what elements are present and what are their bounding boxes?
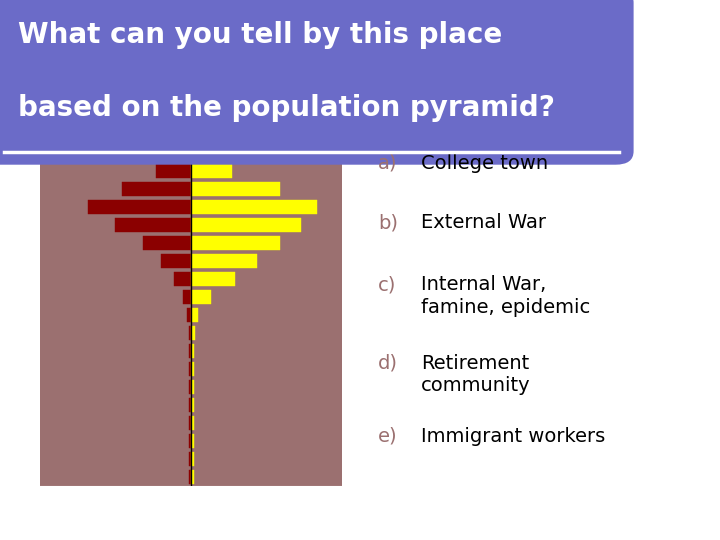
Bar [191, 380, 194, 394]
Bar [191, 254, 257, 268]
Text: b): b) [378, 213, 398, 232]
Text: based on the population pyramid?: based on the population pyramid? [18, 94, 555, 122]
Bar [88, 200, 191, 214]
Text: d): d) [378, 354, 398, 373]
Bar [191, 308, 198, 322]
Bar [191, 200, 318, 214]
Bar [189, 362, 191, 376]
Bar [189, 326, 191, 340]
Bar [174, 272, 191, 286]
Bar [191, 343, 194, 359]
Bar [189, 380, 191, 394]
Bar [189, 416, 191, 430]
Text: Special Case -: Special Case - [49, 134, 126, 144]
Bar [191, 326, 195, 340]
Text: Immigrant workers: Immigrant workers [421, 427, 606, 446]
Bar [189, 470, 191, 484]
Text: a): a) [378, 154, 397, 173]
Bar [191, 416, 194, 430]
Text: External War: External War [421, 213, 546, 232]
Bar [191, 289, 212, 305]
Text: c): c) [378, 275, 397, 294]
Bar [191, 397, 194, 413]
Bar [187, 308, 191, 322]
Bar [189, 397, 191, 413]
Bar [191, 218, 301, 232]
Bar [143, 235, 191, 251]
Bar [191, 470, 194, 484]
Text: e): e) [378, 427, 397, 446]
Bar [191, 434, 194, 448]
Bar [191, 235, 280, 251]
Bar [183, 289, 191, 305]
Bar [189, 343, 191, 359]
Bar [191, 272, 235, 286]
Bar [191, 164, 232, 178]
Bar [191, 451, 194, 467]
Text: What can you tell by this place: What can you tell by this place [18, 21, 503, 49]
X-axis label: Men - Women: Men - Women [160, 489, 222, 498]
Bar [189, 434, 191, 448]
Bar [115, 218, 191, 232]
Title: Sun City, 1990: Sun City, 1990 [148, 152, 233, 162]
Text: Retirement
community: Retirement community [421, 354, 531, 395]
Bar [156, 164, 191, 178]
Bar [189, 451, 191, 467]
Text: Internal War,
famine, epidemic: Internal War, famine, epidemic [421, 275, 590, 317]
Bar [122, 181, 191, 197]
Bar [191, 181, 280, 197]
Bar [191, 362, 194, 376]
Bar [161, 254, 191, 268]
Text: College town: College town [421, 154, 549, 173]
